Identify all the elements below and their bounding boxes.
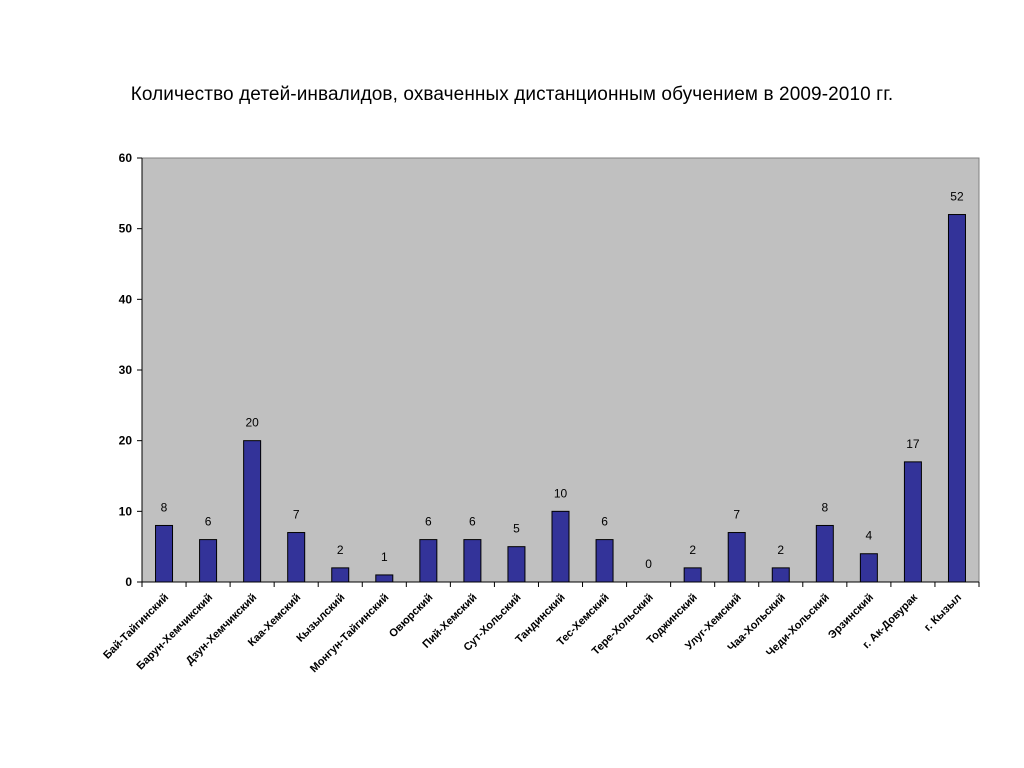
bar [463,539,482,583]
bar [551,510,570,583]
data-labels: 8 6 20 7 2 1 6 6 5 10 6 0 2 7 2 8 4 17 52 [161,190,964,571]
bar [595,539,614,583]
bar [771,567,790,583]
y-tick-label: 10 [119,504,133,518]
data-label: 2 [337,543,344,557]
y-tick-label: 60 [119,151,133,165]
data-label: 52 [950,190,964,204]
bars [155,214,966,583]
data-label: 5 [513,522,520,536]
bar [683,567,702,583]
data-label: 6 [425,515,432,529]
bar [155,524,174,583]
data-label: 7 [733,508,740,522]
x-axis [141,581,980,587]
data-label: 20 [245,416,259,430]
category-label: Овюрский [387,592,436,641]
bar [199,539,218,583]
data-label: 8 [821,500,828,514]
y-tick-label: 50 [119,222,133,236]
data-label: 0 [645,557,652,571]
bar [903,461,922,583]
data-label: 2 [777,543,784,557]
y-axis: 0 10 20 30 40 50 60 [119,151,143,589]
category-label: г. Кызыл [922,592,964,634]
data-label: 1 [381,550,388,564]
category-label: Монгун-Тайгинский [308,592,391,675]
y-tick-label: 0 [125,575,132,589]
bar [859,553,878,583]
bar [287,532,306,583]
bar [947,214,966,583]
bar [727,532,746,583]
category-labels: Бай-ТайгинскийБарун-ХемчикскийДзун-Хемчи… [101,591,964,675]
category-label: Барун-Хемчикский [134,592,215,673]
bar [243,440,262,583]
data-label: 17 [906,437,920,451]
data-label: 10 [554,486,568,500]
bar [507,546,526,583]
bar [331,567,350,583]
bar [815,524,834,583]
y-tick-label: 40 [119,292,133,306]
data-label: 7 [293,508,300,522]
data-label: 6 [601,515,608,529]
y-tick-label: 30 [119,363,133,377]
data-label: 6 [205,515,212,529]
bar [419,539,438,583]
data-label: 6 [469,515,476,529]
y-tick-label: 20 [119,434,133,448]
page-title: Количество детей-инвалидов, охваченных д… [130,84,894,105]
data-label: 4 [866,529,873,543]
bar [375,574,394,583]
data-label: 2 [689,543,696,557]
data-label: 8 [161,500,168,514]
